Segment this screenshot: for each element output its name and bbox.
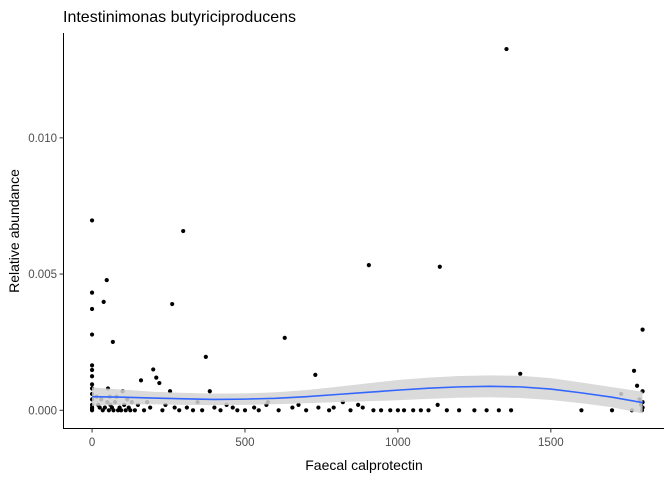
data-point <box>366 263 371 268</box>
data-point <box>89 367 95 373</box>
data-point <box>97 405 102 410</box>
data-point <box>326 408 332 413</box>
data-point <box>157 380 162 386</box>
y-tick-label: 0.010 <box>28 133 57 145</box>
data-point <box>235 408 240 413</box>
x-tick-label: 500 <box>235 437 254 449</box>
data-point <box>242 408 248 413</box>
data-point <box>102 405 107 410</box>
data-point <box>331 405 336 410</box>
data-point <box>579 408 584 413</box>
data-point <box>106 408 111 413</box>
data-point <box>89 332 95 337</box>
data-point <box>190 408 196 413</box>
data-point <box>371 408 376 413</box>
data-point <box>89 306 95 312</box>
data-point <box>104 277 109 283</box>
data-point <box>496 408 501 413</box>
data-point <box>89 408 95 413</box>
x-tick-label: 0 <box>89 437 95 449</box>
data-point <box>252 405 257 410</box>
data-point <box>123 408 128 413</box>
data-point <box>631 368 637 373</box>
data-point <box>89 382 95 387</box>
data-point <box>207 389 212 394</box>
data-point <box>138 378 144 383</box>
chart-title: Intestinimonas butyriciproducens <box>63 9 296 26</box>
data-point <box>181 228 186 234</box>
axis-ticks: 0 500 1000 1500 0.000 0.005 0.010 <box>28 133 563 449</box>
data-point <box>388 408 393 413</box>
data-point <box>184 405 189 410</box>
data-point <box>504 46 509 52</box>
data-point <box>141 408 147 413</box>
data-point <box>426 408 431 413</box>
data-point <box>444 408 449 413</box>
smooth-line <box>92 385 643 404</box>
x-tick-label: 1000 <box>385 437 411 449</box>
x-axis-title: Faecal calprotectin <box>305 457 423 473</box>
data-point <box>609 408 615 413</box>
data-point <box>256 408 261 413</box>
data-point <box>148 405 153 410</box>
data-point <box>472 408 477 413</box>
data-point <box>111 408 116 413</box>
data-point <box>172 405 177 410</box>
data-point <box>167 389 173 394</box>
data-point <box>101 299 106 304</box>
data-point <box>437 264 442 269</box>
data-point <box>290 405 295 410</box>
data-point <box>378 408 384 413</box>
data-point <box>508 408 514 413</box>
data-point <box>212 405 217 410</box>
x-tick-label: 1500 <box>538 437 564 449</box>
data-point <box>356 402 361 407</box>
data-point <box>177 408 182 413</box>
data-point <box>401 408 407 413</box>
data-point <box>634 383 640 388</box>
data-point <box>304 408 309 413</box>
data-point <box>282 335 287 340</box>
data-point <box>203 354 208 359</box>
data-point <box>348 408 353 413</box>
data-point <box>456 408 462 413</box>
data-point <box>296 402 301 407</box>
data-point <box>151 367 156 372</box>
data-point <box>119 408 124 413</box>
data-point <box>395 408 401 413</box>
data-point <box>154 375 159 380</box>
data-point <box>313 372 318 377</box>
data-point <box>89 218 95 223</box>
data-point <box>110 339 115 345</box>
y-tick-label: 0.000 <box>28 405 57 417</box>
data-point <box>435 402 440 407</box>
data-point <box>170 301 175 307</box>
data-point <box>276 408 281 413</box>
data-point <box>132 408 137 413</box>
data-point <box>316 405 321 410</box>
data-point <box>160 408 165 413</box>
data-point <box>640 327 645 332</box>
data-point <box>200 408 205 413</box>
data-point <box>360 405 365 410</box>
data-point <box>89 290 95 295</box>
data-point <box>411 408 416 413</box>
data-point <box>418 408 423 413</box>
data-point <box>89 363 95 368</box>
confidence-ribbon <box>92 375 643 414</box>
data-point <box>484 408 489 413</box>
data-point <box>128 408 133 413</box>
plot-panel <box>89 46 645 414</box>
y-axis-title: Relative abundance <box>6 169 22 293</box>
y-tick-label: 0.005 <box>28 269 57 281</box>
data-point <box>89 374 95 379</box>
data-point <box>230 405 235 410</box>
data-point <box>518 371 523 376</box>
data-point <box>218 408 223 413</box>
